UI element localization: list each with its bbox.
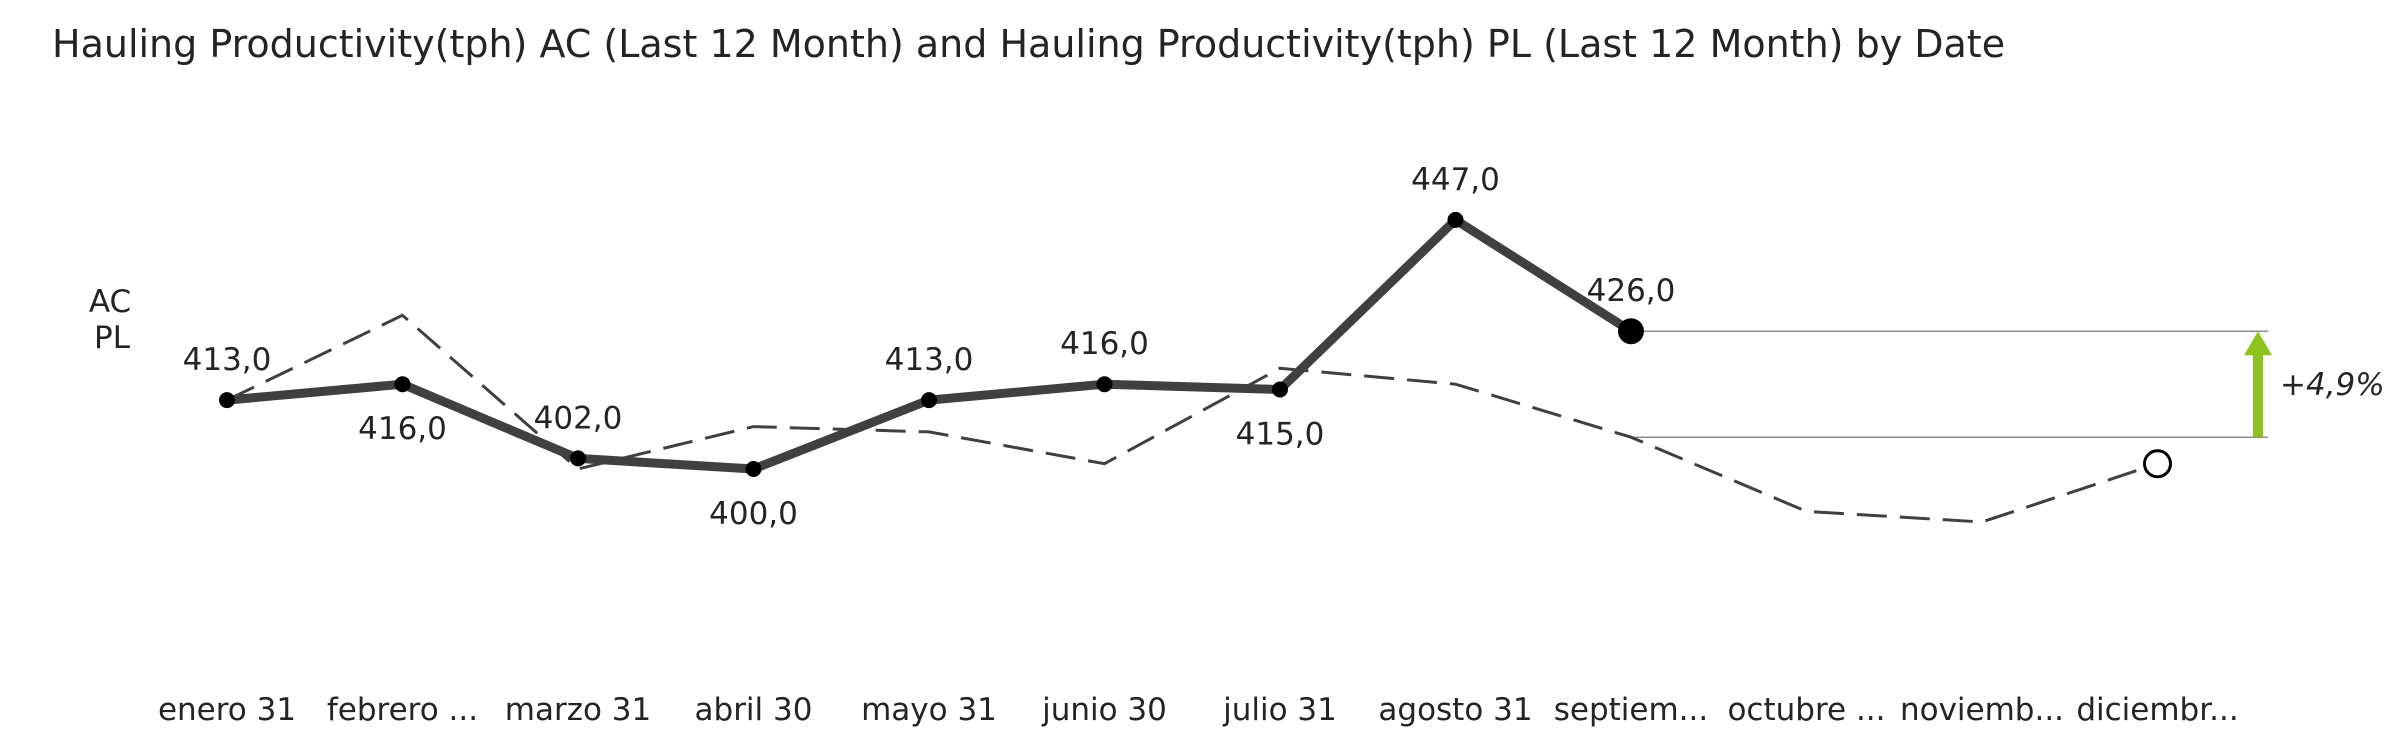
x-tick-label: mayo 31 bbox=[861, 692, 997, 728]
ac-point bbox=[394, 376, 411, 393]
ac-point bbox=[1272, 381, 1288, 398]
x-tick-label: marzo 31 bbox=[505, 692, 651, 728]
x-tick-label: febrero ... bbox=[327, 692, 478, 728]
legend-ac: AC bbox=[89, 284, 131, 320]
x-tick-label: octubre ... bbox=[1727, 692, 1885, 728]
ac-point bbox=[921, 392, 937, 409]
data-label: 400,0 bbox=[709, 496, 798, 532]
x-tick-label: septiem... bbox=[1554, 692, 1709, 728]
x-tick-label: junio 30 bbox=[1041, 692, 1167, 728]
variance-arrow-icon bbox=[2244, 331, 2272, 356]
ac-point bbox=[1447, 211, 1464, 228]
data-label: 416,0 bbox=[358, 411, 447, 447]
pl-end-marker bbox=[2143, 449, 2172, 479]
ac-point bbox=[745, 461, 762, 477]
data-label: 426,0 bbox=[1587, 273, 1676, 309]
x-tick-label: noviemb... bbox=[1900, 692, 2064, 728]
data-label: 413,0 bbox=[885, 342, 974, 378]
data-label: 447,0 bbox=[1411, 162, 1500, 198]
ac-end-marker bbox=[1618, 318, 1644, 345]
chart-title: Hauling Productivity(tph) AC (Last 12 Mo… bbox=[52, 22, 2006, 66]
data-labels: 413,0 416,0 402,0 400,0 413,0 416,0 415,0 447,0… bbox=[183, 162, 1676, 532]
x-tick-label: abril 30 bbox=[695, 692, 813, 728]
x-tick-label: agosto 31 bbox=[1378, 692, 1532, 728]
ac-point bbox=[1096, 376, 1113, 393]
data-label: 413,0 bbox=[183, 342, 272, 378]
data-label: 416,0 bbox=[1060, 326, 1149, 362]
variance-bar bbox=[2253, 353, 2263, 438]
data-label: 402,0 bbox=[534, 400, 623, 436]
pl-line bbox=[226, 313, 2158, 524]
ac-point bbox=[570, 450, 586, 467]
variance-label: +4,9% bbox=[2280, 367, 2385, 403]
x-tick-label: julio 31 bbox=[1222, 692, 1337, 728]
reference-lines bbox=[1631, 330, 2268, 438]
legend-pl: PL bbox=[94, 320, 131, 356]
x-axis: enero 31 febrero ... marzo 31 abril 30 mayo … bbox=[158, 692, 2239, 728]
x-tick-label: enero 31 bbox=[158, 692, 296, 728]
ac-series bbox=[219, 211, 1644, 477]
ac-point bbox=[219, 392, 235, 409]
x-tick-label: diciembr... bbox=[2076, 692, 2238, 728]
pl-series bbox=[226, 313, 2172, 524]
data-label: 415,0 bbox=[1236, 417, 1325, 453]
variance-indicator: +4,9% bbox=[2244, 331, 2385, 438]
